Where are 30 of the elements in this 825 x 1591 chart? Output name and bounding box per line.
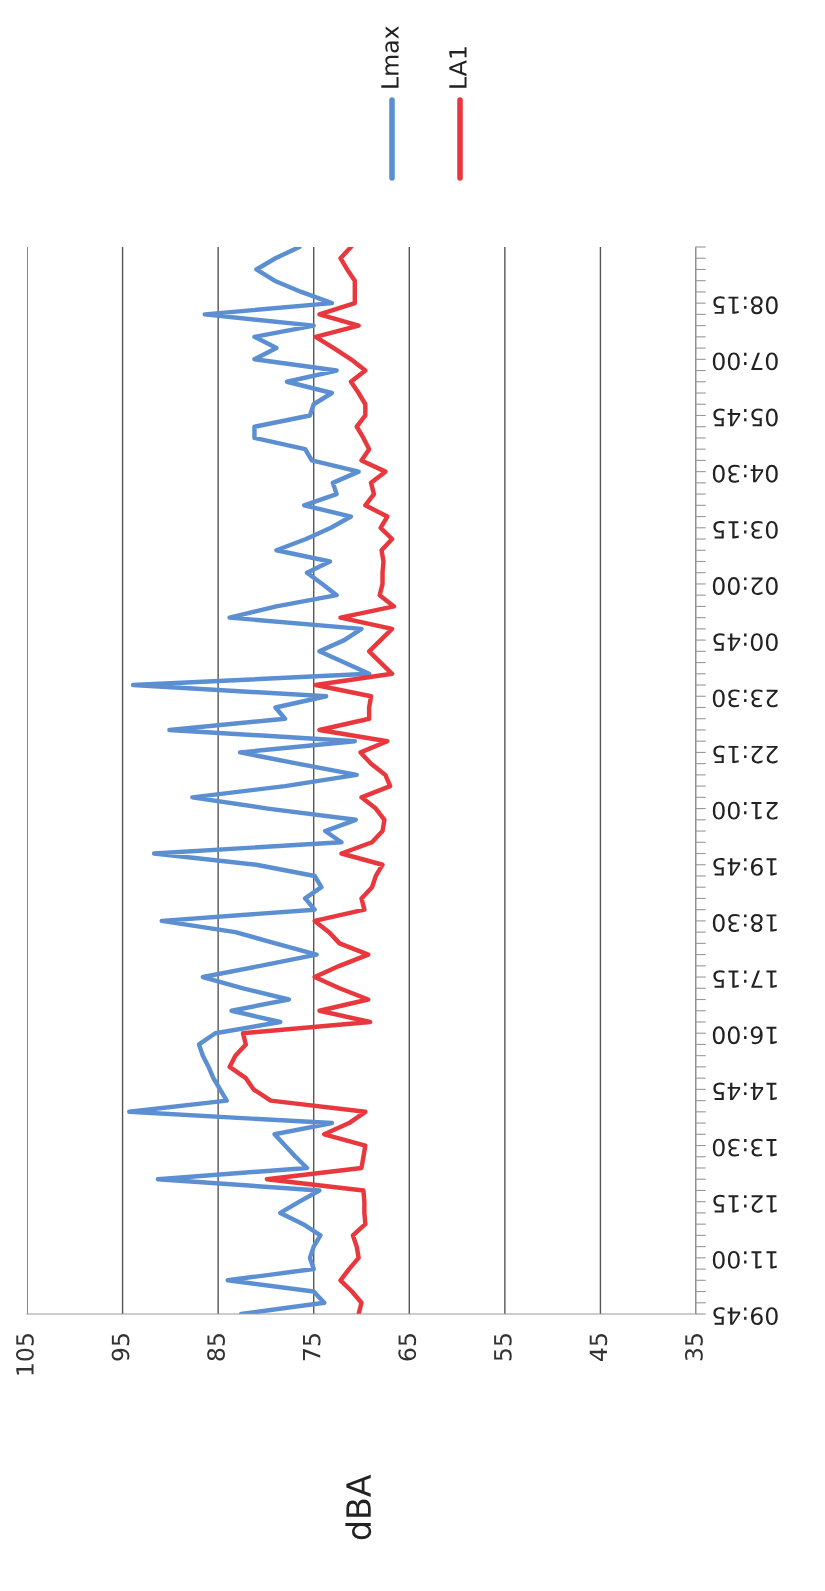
y-tick-label: 13:30 xyxy=(712,1138,777,1157)
y-tick-label: 05:45 xyxy=(713,408,778,427)
y-axis-title: dBA xyxy=(345,1474,372,1540)
x-tick-label: 45 xyxy=(589,1334,608,1361)
y-tick-label: 12:15 xyxy=(713,1194,777,1213)
y-tick-label: 03:15 xyxy=(713,520,778,539)
y-tick-label: 19:45 xyxy=(713,857,777,876)
x-tick-label: 75 xyxy=(303,1334,321,1361)
y-tick-label: 18:30 xyxy=(712,914,777,932)
y-tick-label: 23:30 xyxy=(712,689,778,708)
y-tick-label: 07:00 xyxy=(712,352,778,371)
x-tick-label: 95 xyxy=(111,1334,130,1361)
y-tick-label: 22:15 xyxy=(713,745,778,764)
y-tick-label: 08:15 xyxy=(713,296,778,315)
x-tick-label: 85 xyxy=(207,1334,225,1361)
x-tick-label: 35 xyxy=(684,1334,703,1361)
y-tick-label: 17:15 xyxy=(713,970,777,988)
y-tick-label: 00:45 xyxy=(713,633,778,652)
text: LA1 xyxy=(449,47,467,88)
y-tick-label: 04:30 xyxy=(712,464,778,483)
y-tick-label: 11:00 xyxy=(712,1250,777,1269)
y-tick-label: 02:00 xyxy=(712,577,778,595)
x-tick-label: 65 xyxy=(398,1334,417,1361)
y-tick-label: 14:45 xyxy=(713,1082,777,1101)
y-tick-label: 16:00 xyxy=(712,1026,777,1045)
y-tick-label: 09:45 xyxy=(713,1307,778,1326)
x-tick-label: 55 xyxy=(494,1334,512,1361)
y-tick-label: 21:00 xyxy=(712,801,778,820)
x-tick-label: 105 xyxy=(15,1334,34,1375)
text: Lmax xyxy=(381,26,399,88)
